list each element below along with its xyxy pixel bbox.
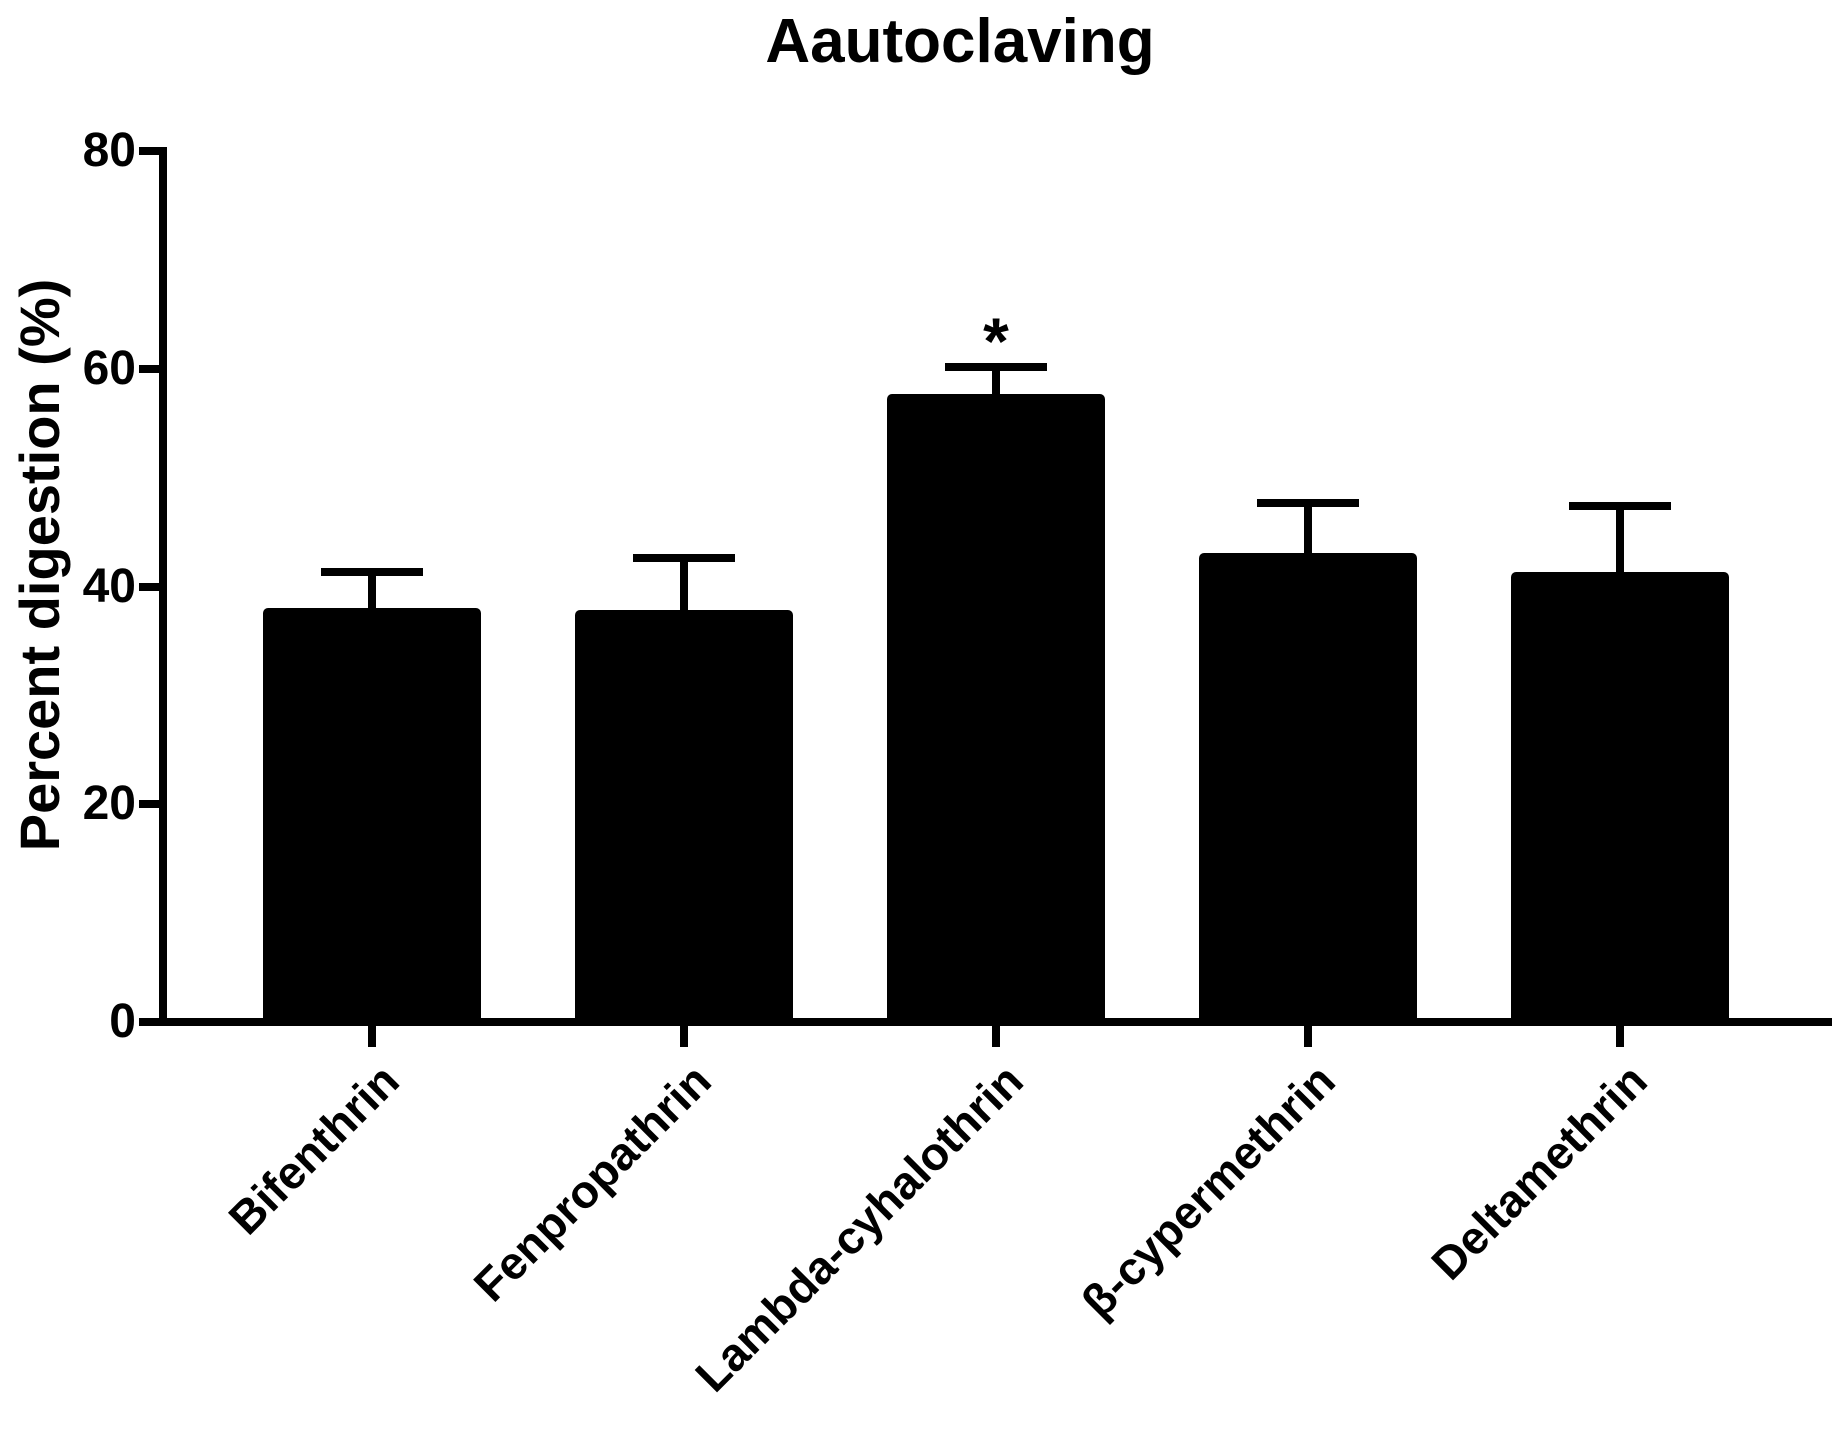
bar-2	[575, 610, 793, 1022]
y-tick-mark	[139, 582, 159, 591]
bar-1	[263, 608, 481, 1022]
x-tick-mark	[680, 1026, 688, 1047]
x-axis-line	[159, 1018, 1832, 1026]
significance-asterisk: *	[983, 304, 1009, 378]
error-bar-whisker	[680, 558, 688, 611]
y-tick-mark	[139, 147, 159, 155]
x-tick-mark	[992, 1026, 1000, 1047]
y-tick-label: 60	[82, 341, 136, 395]
error-bar-whisker	[992, 366, 1000, 394]
bar-4	[1199, 552, 1417, 1022]
error-bar-cap	[633, 554, 735, 563]
y-tick-label: 80	[82, 124, 136, 177]
y-tick-label: 20	[82, 777, 136, 831]
chart-title: Aautoclaving	[765, 7, 1155, 76]
y-tick-label: 0	[109, 995, 136, 1048]
x-tick-mark	[1304, 1026, 1312, 1047]
y-tick-mark	[139, 1018, 159, 1026]
error-bar-whisker	[368, 572, 376, 609]
x-tick-mark	[1616, 1026, 1624, 1047]
y-tick-mark	[139, 364, 159, 373]
error-bar-whisker	[1304, 502, 1312, 553]
error-bar-cap	[1569, 501, 1671, 510]
x-tick-mark	[368, 1026, 376, 1047]
y-tick-mark	[139, 800, 159, 809]
y-tick-label: 40	[82, 559, 136, 613]
y-axis-line	[159, 147, 167, 1026]
error-bar-cap	[321, 568, 423, 577]
error-bar-whisker	[1616, 505, 1624, 573]
error-bar-cap	[945, 362, 1047, 371]
bar-3	[887, 393, 1105, 1022]
error-bar-cap	[1257, 498, 1359, 507]
bar-5	[1511, 572, 1729, 1022]
x-category-label: Bifenthrin	[218, 1054, 409, 1245]
